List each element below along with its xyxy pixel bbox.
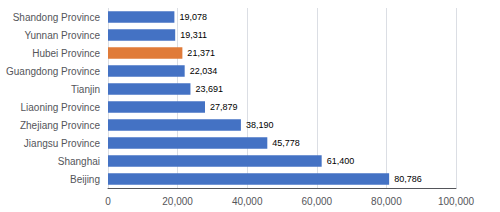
svg-text:Hubei Province: Hubei Province [32,48,100,59]
svg-text:Liaoning Province: Liaoning Province [21,102,101,113]
svg-text:38,190: 38,190 [246,120,274,130]
svg-text:Beijing: Beijing [70,174,100,185]
svg-text:0: 0 [105,196,111,207]
svg-text:Zhejiang Province: Zhejiang Province [20,120,100,131]
svg-text:45,778: 45,778 [272,138,300,148]
svg-text:23,691: 23,691 [195,84,223,94]
svg-text:22,034: 22,034 [190,66,218,76]
svg-text:27,879: 27,879 [210,102,238,112]
svg-text:19,311: 19,311 [180,30,207,40]
svg-text:61,400: 61,400 [327,156,355,166]
svg-text:Shanghai: Shanghai [58,156,100,167]
svg-text:100,000: 100,000 [438,196,475,207]
svg-text:Yunnan Province: Yunnan Province [24,30,100,41]
svg-text:Tianjin: Tianjin [71,84,100,95]
svg-text:19,078: 19,078 [179,12,207,22]
svg-text:Guangdong Province: Guangdong Province [6,66,100,77]
svg-text:80,786: 80,786 [394,174,422,184]
svg-text:20,000: 20,000 [162,196,193,207]
svg-text:40,000: 40,000 [232,196,263,207]
svg-text:80,000: 80,000 [371,196,402,207]
svg-text:21,371: 21,371 [187,48,215,58]
svg-text:Shandong Province: Shandong Province [13,12,101,23]
svg-text:Jiangsu Province: Jiangsu Province [24,138,101,149]
svg-text:60,000: 60,000 [302,196,333,207]
